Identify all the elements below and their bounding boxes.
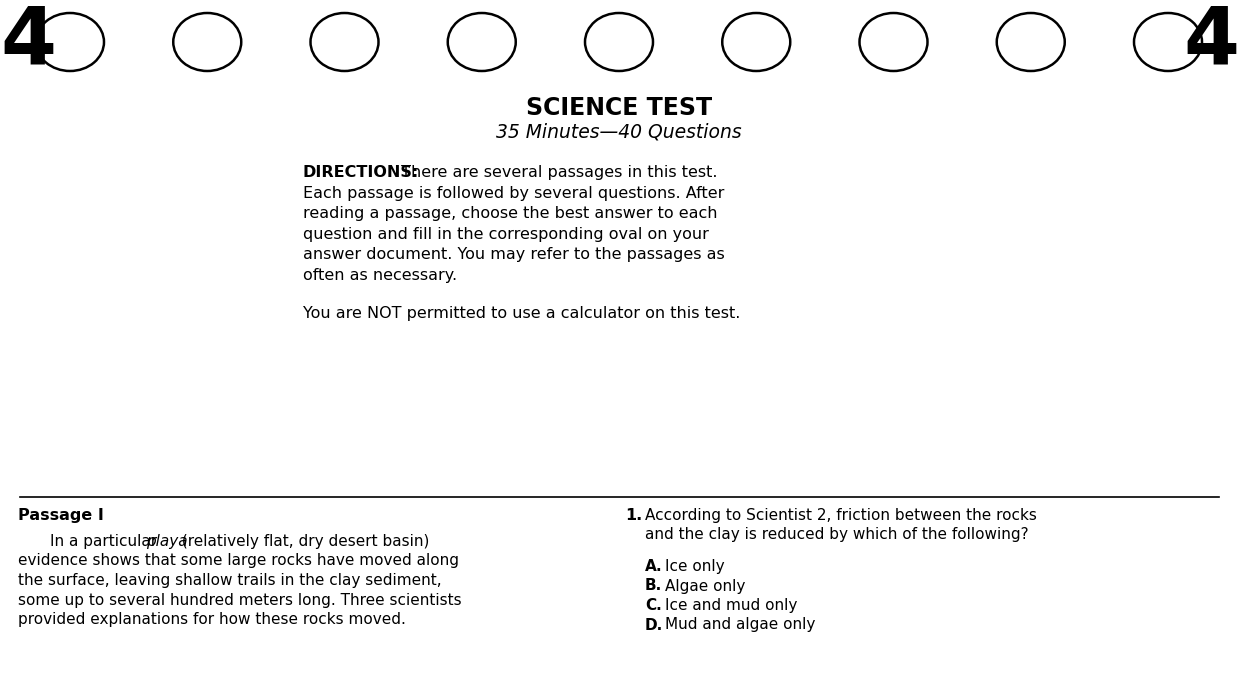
Text: A.: A. [646,559,663,574]
Text: evidence shows that some large rocks have moved along: evidence shows that some large rocks hav… [19,553,458,569]
Text: Ice only: Ice only [665,559,725,574]
Text: D.: D. [646,617,663,632]
Text: provided explanations for how these rocks moved.: provided explanations for how these rock… [19,612,406,627]
Text: answer document. You may refer to the passages as: answer document. You may refer to the pa… [304,247,725,262]
Text: 1.: 1. [624,508,642,523]
Text: According to Scientist 2, friction between the rocks: According to Scientist 2, friction betwe… [646,508,1037,523]
Ellipse shape [36,13,104,71]
Text: SCIENCE TEST: SCIENCE TEST [525,96,712,120]
Text: often as necessary.: often as necessary. [304,268,457,282]
Ellipse shape [173,13,242,71]
Text: 35 Minutes—40 Questions: 35 Minutes—40 Questions [496,123,742,142]
Ellipse shape [447,13,515,71]
Text: 4: 4 [1183,3,1239,81]
Ellipse shape [722,13,790,71]
Ellipse shape [996,13,1064,71]
Text: Algae only: Algae only [665,579,746,593]
Text: some up to several hundred meters long. Three scientists: some up to several hundred meters long. … [19,593,462,608]
Ellipse shape [1134,13,1202,71]
Text: Passage I: Passage I [19,508,104,523]
Text: In a particular: In a particular [50,534,162,549]
Text: There are several passages in this test.: There are several passages in this test. [396,165,717,180]
Text: You are NOT permitted to use a calculator on this test.: You are NOT permitted to use a calculato… [304,306,741,321]
Text: the surface, leaving shallow trails in the clay sediment,: the surface, leaving shallow trails in t… [19,573,441,588]
Ellipse shape [311,13,378,71]
Text: Mud and algae only: Mud and algae only [665,617,815,632]
Ellipse shape [585,13,653,71]
Text: question and fill in the corresponding oval on your: question and fill in the corresponding o… [304,227,709,242]
Text: Each passage is followed by several questions. After: Each passage is followed by several ques… [304,186,725,201]
Text: B.: B. [646,579,663,593]
Ellipse shape [860,13,928,71]
Text: Ice and mud only: Ice and mud only [665,598,798,613]
Text: DIRECTIONS:: DIRECTIONS: [304,165,419,180]
Text: (relatively flat, dry desert basin): (relatively flat, dry desert basin) [177,534,430,549]
Text: C.: C. [646,598,662,613]
Text: reading a passage, choose the best answer to each: reading a passage, choose the best answe… [304,206,717,221]
Text: and the clay is reduced by which of the following?: and the clay is reduced by which of the … [646,527,1028,543]
Text: playa: playa [146,534,187,549]
Text: 4: 4 [0,3,56,81]
